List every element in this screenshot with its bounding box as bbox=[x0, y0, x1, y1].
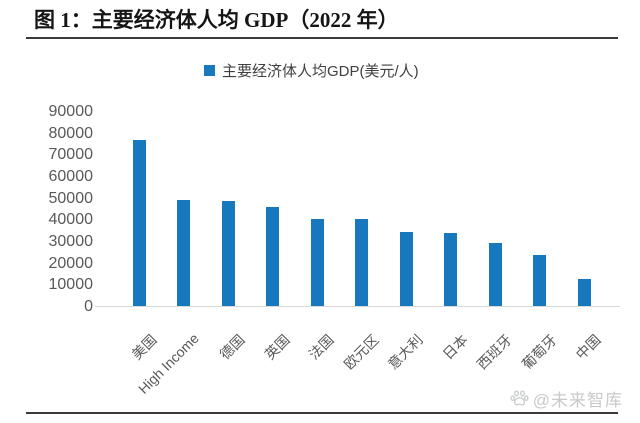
x-tick-label: High Income bbox=[135, 330, 203, 397]
watermark-text: @未来智库 bbox=[532, 390, 623, 410]
y-tick-label: 80000 bbox=[48, 124, 94, 142]
bar bbox=[399, 231, 413, 306]
y-tick-label: 20000 bbox=[48, 254, 94, 272]
y-tick-label: 70000 bbox=[48, 146, 94, 164]
watermark: @未来智库 bbox=[510, 388, 623, 410]
y-tick-label: 40000 bbox=[48, 211, 94, 229]
x-tick-label: 德国 bbox=[217, 331, 249, 363]
top-divider bbox=[26, 37, 618, 39]
legend-marker-icon bbox=[204, 65, 215, 76]
bar bbox=[577, 279, 591, 306]
y-axis: 0 10000 20000 30000 40000 50000 60000 70000 8000… bbox=[25, 0, 94, 423]
x-tick-label: 英国 bbox=[261, 331, 293, 363]
y-tick-label: 30000 bbox=[48, 233, 94, 250]
bar bbox=[444, 233, 458, 306]
legend-label: 主要经济体人均GDP(美元/人) bbox=[222, 63, 419, 80]
x-tick-label: 法国 bbox=[305, 331, 338, 363]
bar bbox=[310, 218, 324, 306]
y-tick-label: 0 bbox=[84, 298, 93, 315]
bar bbox=[355, 219, 369, 306]
x-axis-line bbox=[95, 306, 620, 307]
x-tick-label: 中国 bbox=[572, 331, 604, 363]
y-tick-label: 60000 bbox=[48, 168, 94, 185]
bar bbox=[266, 206, 280, 306]
chart-legend: 主要经济体人均GDP(美元/人) bbox=[204, 60, 419, 81]
bar bbox=[488, 243, 502, 306]
x-tick-label: 日本 bbox=[439, 331, 471, 363]
bottom-divider bbox=[26, 412, 618, 414]
bar bbox=[533, 255, 547, 306]
x-tick-label: 葡萄牙 bbox=[518, 331, 560, 373]
y-tick-label: 90000 bbox=[48, 103, 94, 120]
x-tick-label: 美国 bbox=[128, 331, 160, 363]
y-tick-label: 50000 bbox=[48, 189, 94, 207]
x-tick-label: 意大利 bbox=[384, 331, 426, 373]
paw-icon bbox=[510, 389, 529, 406]
plot-area bbox=[95, 112, 620, 307]
bar bbox=[221, 201, 235, 306]
bar bbox=[133, 140, 146, 306]
x-tick-label: 西班牙 bbox=[473, 331, 515, 373]
bar bbox=[177, 200, 191, 306]
figure-title: 图 1：主要经济体人均 GDP（2022 年） bbox=[34, 8, 399, 32]
x-tick-label: 欧元区 bbox=[340, 331, 382, 373]
y-tick-label: 10000 bbox=[48, 276, 94, 294]
